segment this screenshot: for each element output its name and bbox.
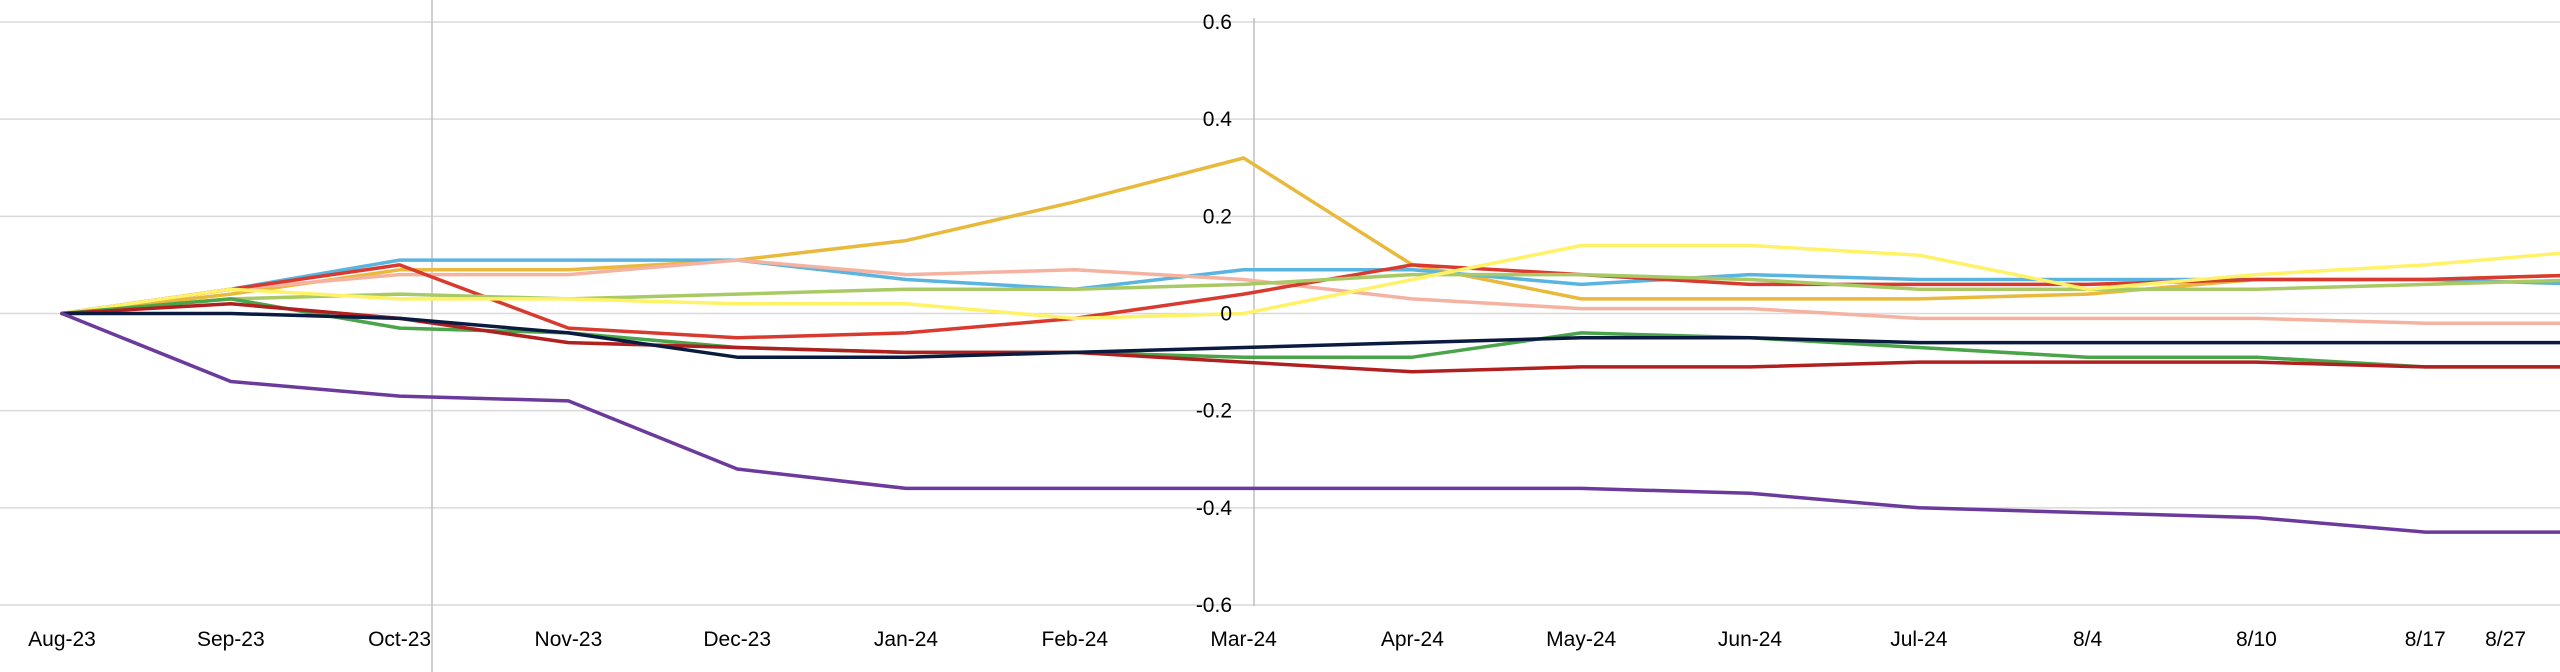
series-line-5 bbox=[60, 272, 2560, 316]
x-tick-label: 8/17 bbox=[2405, 628, 2446, 651]
x-tick-label: 8/27 bbox=[2485, 628, 2526, 651]
series-line-3 bbox=[60, 258, 2560, 325]
x-tick-label: Jan-24 bbox=[874, 628, 939, 651]
x-tick-label: 8/4 bbox=[2073, 628, 2103, 651]
y-tick-labels: 0.6 0.4 0.2 0 -0.2 -0.4 -0.6 bbox=[1196, 11, 1233, 617]
series-line-9 bbox=[60, 311, 2560, 359]
x-tick-labels: Aug-23 Sep-23 Oct-23 Nov-23 Dec-23 Jan-24 Feb-… bbox=[28, 628, 2526, 651]
series-line-2 bbox=[60, 258, 2560, 316]
y-tick-label: 0.6 bbox=[1203, 11, 1232, 34]
y-tick-label: 0.2 bbox=[1203, 205, 1232, 228]
x-tick-label: Sep-23 bbox=[197, 628, 265, 651]
x-tick-label: Aug-23 bbox=[28, 628, 96, 651]
x-tick-label: Mar-24 bbox=[1210, 628, 1277, 651]
y-tick-label: 0 bbox=[1220, 303, 1232, 326]
x-tick-label: May-24 bbox=[1546, 628, 1616, 651]
x-tick-label: Nov-23 bbox=[535, 628, 603, 651]
gridlines bbox=[0, 21, 2560, 606]
series-line-10 bbox=[60, 311, 2560, 534]
y-tick-label: -0.6 bbox=[1196, 594, 1232, 617]
series-group bbox=[60, 156, 2560, 534]
x-tick-label: Feb-24 bbox=[1042, 628, 1109, 651]
x-tick-label: 8/10 bbox=[2236, 628, 2277, 651]
x-tick-label: Jul-24 bbox=[1890, 628, 1948, 651]
x-tick-label: Apr-24 bbox=[1381, 628, 1444, 651]
y-tick-label: 0.4 bbox=[1203, 108, 1233, 131]
y-tick-label: -0.4 bbox=[1196, 497, 1233, 520]
x-tick-label: Jun-24 bbox=[1718, 628, 1783, 651]
x-tick-label: Dec-23 bbox=[703, 628, 771, 651]
y-tick-label: -0.2 bbox=[1196, 400, 1232, 423]
series-line-8 bbox=[60, 302, 2560, 374]
series-line-7 bbox=[60, 297, 2560, 369]
x-tick-label: Oct-23 bbox=[368, 628, 431, 651]
series-line-1 bbox=[60, 156, 2560, 316]
series-line-6 bbox=[60, 243, 2560, 321]
